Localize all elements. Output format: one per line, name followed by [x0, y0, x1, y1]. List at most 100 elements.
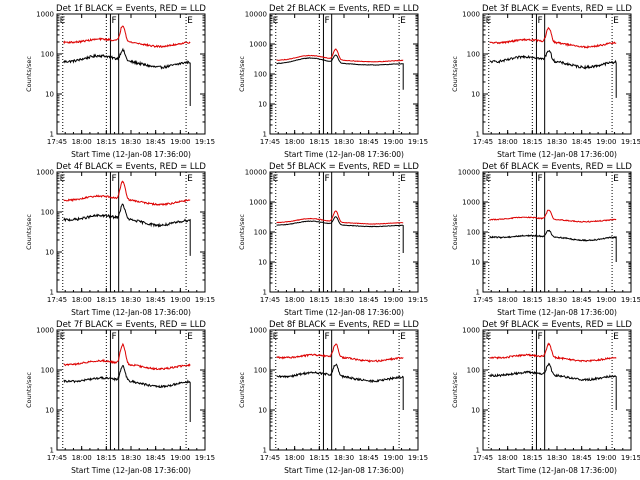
y-tick-label: 100	[254, 367, 267, 375]
x-tick-label: 18:15	[309, 138, 329, 146]
x-tick-label: 19:00	[170, 454, 190, 462]
panel-title: Det 4f BLACK = Events, RED = LLD	[56, 162, 206, 172]
detector-panel: Det 5f BLACK = Events, RED = LLD Counts/s…	[238, 162, 428, 317]
x-axis-label: Start Time (12-Jan-08 17:36:00)	[497, 150, 617, 159]
x-axis-label: Start Time (12-Jan-08 17:36:00)	[284, 308, 404, 317]
x-tick-label: 17:45	[47, 138, 67, 146]
y-tick-label: 10000	[458, 169, 480, 177]
y-axis-label: Counts/sec	[238, 372, 246, 408]
lld-series-line	[63, 25, 191, 49]
x-tick-label: 18:45	[146, 454, 166, 462]
x-tick-label: 18:00	[498, 454, 518, 462]
events-series-line	[276, 363, 404, 410]
x-tick-label: 17:45	[473, 138, 493, 146]
y-tick-label: 1	[50, 131, 54, 139]
detector-panel: Det 7f BLACK = Events, RED = LLD Counts/s…	[25, 320, 215, 475]
x-tick-label: 19:00	[596, 138, 616, 146]
x-tick-label: 17:45	[47, 296, 67, 304]
y-axis-label: Counts/sec	[238, 56, 246, 92]
x-tick-label: 18:30	[121, 454, 141, 462]
events-series-line	[63, 364, 191, 422]
events-series-line	[489, 362, 617, 410]
interval-marker-label: F	[324, 16, 329, 26]
interval-marker-label: E	[486, 332, 492, 342]
x-tick-label: 18:45	[146, 296, 166, 304]
y-tick-label: 1000	[462, 327, 480, 335]
y-tick-label: 1	[476, 131, 480, 139]
x-tick-label: 18:00	[72, 454, 92, 462]
y-tick-label: 1000	[36, 327, 54, 335]
x-tick-label: 18:45	[359, 454, 379, 462]
x-tick-label: 17:45	[47, 454, 67, 462]
x-tick-label: 18:15	[309, 296, 329, 304]
x-tick-label: 18:15	[309, 454, 329, 462]
detector-panel: Det 2f BLACK = Events, RED = LLD Counts/s…	[238, 4, 428, 159]
events-series-line	[489, 49, 617, 98]
x-tick-label: 17:45	[473, 454, 493, 462]
x-axis-label: Start Time (12-Jan-08 17:36:00)	[284, 466, 404, 475]
y-tick-label: 100	[467, 229, 480, 237]
x-tick-label: 18:30	[334, 138, 354, 146]
x-tick-label: 19:15	[408, 138, 428, 146]
y-tick-label: 10	[471, 407, 480, 415]
x-tick-label: 19:00	[383, 138, 403, 146]
x-tick-label: 19:15	[408, 454, 428, 462]
y-tick-label: 10	[471, 91, 480, 99]
y-axis-label: Counts/sec	[238, 214, 246, 250]
x-tick-label: 18:00	[285, 296, 305, 304]
interval-marker-label: E	[187, 332, 193, 342]
y-tick-label: 1000	[462, 11, 480, 19]
plot-frame	[482, 329, 632, 451]
x-tick-label: 18:15	[522, 138, 542, 146]
x-tick-label: 19:15	[621, 296, 640, 304]
y-tick-label: 100	[254, 71, 267, 79]
interval-marker-label: F	[111, 16, 116, 26]
x-tick-label: 18:30	[121, 138, 141, 146]
lld-series-line	[276, 48, 404, 63]
detector-panel: Det 3f BLACK = Events, RED = LLD Counts/s…	[451, 4, 640, 159]
x-tick-label: 18:45	[572, 296, 592, 304]
panel-title: Det 2f BLACK = Events, RED = LLD	[269, 4, 419, 14]
lld-series-line	[63, 342, 191, 371]
detector-panel: Det 4f BLACK = Events, RED = LLD Counts/s…	[25, 162, 215, 317]
x-tick-label: 18:45	[146, 138, 166, 146]
plot-frame	[269, 13, 419, 135]
y-tick-label: 10000	[245, 11, 267, 19]
y-tick-label: 1000	[36, 11, 54, 19]
panel-title: Det 6f BLACK = Events, RED = LLD	[482, 162, 632, 172]
x-tick-label: 17:45	[260, 296, 280, 304]
panel-title: Det 1f BLACK = Events, RED = LLD	[56, 4, 206, 14]
x-tick-label: 18:00	[285, 454, 305, 462]
x-tick-label: 18:00	[72, 138, 92, 146]
lld-series-line	[489, 26, 617, 49]
x-tick-label: 19:00	[596, 296, 616, 304]
x-tick-label: 18:15	[522, 296, 542, 304]
y-tick-label: 1000	[249, 199, 267, 207]
x-tick-label: 18:45	[359, 138, 379, 146]
interval-marker-label: F	[324, 174, 329, 184]
panel-title: Det 8f BLACK = Events, RED = LLD	[269, 320, 419, 330]
x-axis-label: Start Time (12-Jan-08 17:36:00)	[497, 466, 617, 475]
y-tick-label: 10	[45, 407, 54, 415]
y-tick-label: 1000	[249, 327, 267, 335]
interval-marker-label: F	[111, 174, 116, 184]
y-tick-label: 100	[467, 367, 480, 375]
y-tick-label: 10000	[245, 169, 267, 177]
plot-frame	[482, 171, 632, 293]
interval-marker-label: E	[273, 174, 279, 184]
y-tick-label: 1	[263, 131, 267, 139]
lld-series-line	[489, 209, 617, 223]
y-tick-label: 1	[50, 447, 54, 455]
y-tick-label: 1000	[249, 41, 267, 49]
interval-marker-label: F	[537, 16, 542, 26]
detector-panel: Det 1f BLACK = Events, RED = LLD Counts/s…	[25, 4, 215, 159]
detector-panel: Det 6f BLACK = Events, RED = LLD Counts/s…	[451, 162, 640, 317]
y-axis-label: Counts/sec	[25, 56, 33, 92]
y-tick-label: 1	[50, 289, 54, 297]
plot-frame	[269, 171, 419, 293]
interval-marker-label: E	[486, 16, 492, 26]
lld-series-line	[63, 180, 191, 207]
y-axis-label: Counts/sec	[25, 214, 33, 250]
interval-marker-label: E	[60, 332, 66, 342]
x-tick-label: 18:45	[572, 138, 592, 146]
